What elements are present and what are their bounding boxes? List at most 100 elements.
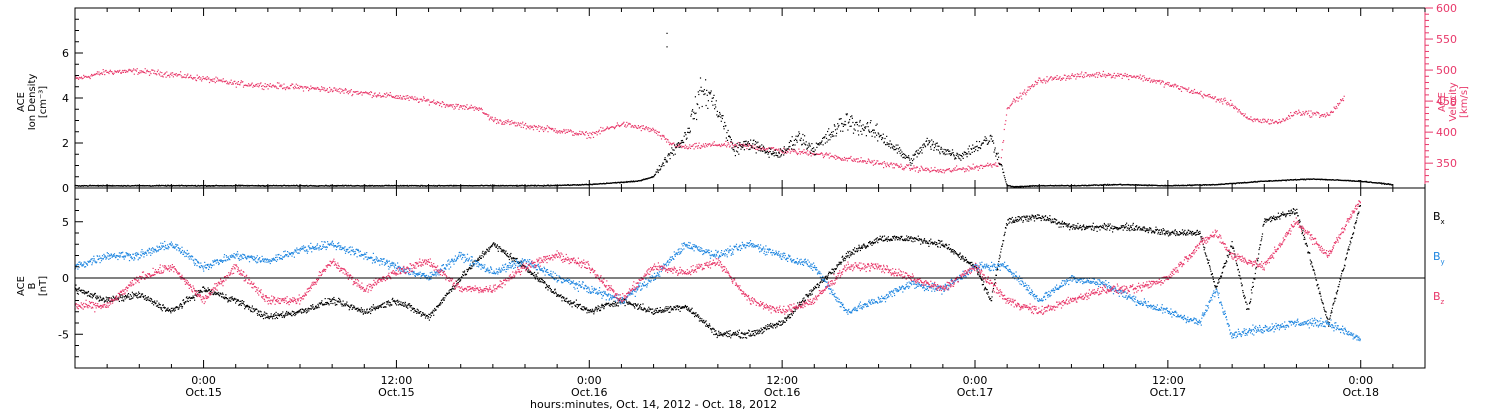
velocity-point [240,80,242,82]
bx-point [87,290,90,293]
velocity-point [108,72,110,75]
velocity-point [331,89,333,91]
density-point [696,118,698,121]
bx-point [233,298,235,300]
velocity-point [710,145,712,147]
velocity-point [1208,96,1210,98]
velocity-point [599,133,601,135]
density-point [995,152,997,154]
velocity-point [1281,120,1283,122]
bx-point [336,304,338,306]
density-point [819,142,821,144]
velocity-point [1105,74,1107,76]
bx-point [199,291,201,293]
bx-point [427,316,429,318]
density-point [858,125,860,127]
velocity-point [519,124,521,127]
velocity-point [170,72,172,74]
velocity-point [946,168,948,170]
velocity-point [1106,75,1108,77]
velocity-point [1021,92,1023,94]
density-point [419,185,421,187]
velocity-point [559,130,561,132]
velocity-point [950,171,953,173]
velocity-point [564,130,566,132]
velocity-point [1036,83,1038,85]
velocity-point [1055,76,1057,78]
velocity-point [1132,76,1134,78]
bx-point [280,314,282,317]
bx-point [167,310,170,312]
velocity-point [401,97,403,99]
bx-point [121,297,123,299]
velocity-point [202,76,204,78]
velocity-point [894,163,896,165]
bx-point [241,302,243,304]
velocity-point [253,84,255,86]
density-point [782,150,784,152]
velocity-point [809,151,811,153]
bx-point [303,309,306,311]
bx-point [235,302,237,304]
velocity-point [390,94,392,96]
velocity-point [399,95,401,97]
velocity-point [584,134,586,136]
density-point [994,149,996,151]
velocity-point [842,159,844,161]
velocity-point [583,133,585,135]
density-point [548,185,550,187]
density-point [701,105,703,108]
velocity-point [1225,102,1227,104]
density-point [86,185,88,187]
density-point [693,111,695,113]
velocity-point [168,74,170,76]
velocity-point [1021,98,1023,100]
density-point [698,93,700,96]
bx-point [207,287,209,289]
bx-point [192,297,194,299]
bx-point [89,293,91,295]
velocity-point [321,88,323,90]
velocity-point [150,73,152,75]
density-point [998,162,1000,164]
velocity-point [107,71,109,73]
density-point [976,145,978,147]
velocity-point [705,144,707,146]
velocity-point [1253,118,1255,120]
density-point [1026,185,1028,187]
bx-point [413,311,415,313]
velocity-point [347,93,349,95]
density-point [892,147,894,149]
velocity-point [816,153,818,155]
velocity-point [773,147,775,149]
velocity-point [799,151,801,153]
velocity-point [628,122,630,124]
density-point [991,140,993,142]
velocity-point [179,74,181,76]
velocity-point [1323,114,1325,116]
velocity-point [981,164,983,166]
bx-point [142,295,144,298]
velocity-point [1102,70,1104,72]
velocity-point [719,145,721,147]
velocity-point [1257,119,1259,121]
bx-point [106,298,108,300]
density-point [82,185,84,187]
velocity-point [218,80,220,82]
velocity-point [918,170,920,172]
velocity-point [726,144,728,146]
velocity-point [501,122,503,124]
velocity-point [872,161,874,163]
density-point [741,146,743,148]
bx-point [361,309,363,311]
density-point [1021,185,1023,187]
velocity-point [256,85,258,87]
velocity-point [677,144,679,146]
velocity-point [624,125,626,127]
velocity-point [1310,110,1312,112]
velocity-point [863,160,865,162]
bx-point [300,308,302,311]
velocity-point [1098,71,1100,74]
bx-point [125,295,127,297]
velocity-point [875,163,877,165]
